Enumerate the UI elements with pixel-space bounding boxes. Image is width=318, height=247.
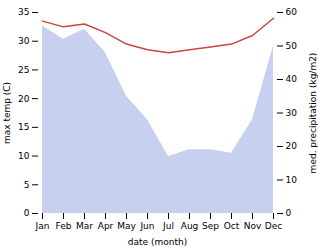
svg-text:Feb: Feb <box>56 221 72 231</box>
svg-text:Oct: Oct <box>224 221 240 231</box>
svg-text:25: 25 <box>18 65 29 75</box>
svg-text:5: 5 <box>24 180 30 190</box>
svg-text:Jun: Jun <box>139 221 154 231</box>
svg-text:30: 30 <box>286 108 298 118</box>
svg-text:10: 10 <box>18 151 30 161</box>
svg-text:Jul: Jul <box>162 221 174 231</box>
svg-text:Sep: Sep <box>202 221 219 231</box>
svg-text:10: 10 <box>286 175 298 185</box>
svg-text:35: 35 <box>18 7 29 17</box>
svg-text:Mar: Mar <box>76 221 93 231</box>
svg-text:date (month): date (month) <box>128 237 187 247</box>
svg-text:max temp (C): max temp (C) <box>2 82 12 144</box>
svg-text:20: 20 <box>18 94 30 104</box>
svg-text:40: 40 <box>286 74 298 84</box>
svg-text:50: 50 <box>286 41 298 51</box>
svg-text:May: May <box>117 221 136 231</box>
svg-text:med. precipitation (kg/m2): med. precipitation (kg/m2) <box>308 53 318 174</box>
svg-text:0: 0 <box>286 208 292 218</box>
svg-text:Jan: Jan <box>35 221 50 231</box>
svg-text:20: 20 <box>286 141 298 151</box>
svg-text:Aug: Aug <box>181 221 199 231</box>
svg-text:0: 0 <box>24 208 30 218</box>
svg-text:Dec: Dec <box>265 221 282 231</box>
svg-text:60: 60 <box>286 7 298 17</box>
svg-text:30: 30 <box>18 36 30 46</box>
svg-text:Apr: Apr <box>98 221 114 231</box>
svg-text:15: 15 <box>18 122 29 132</box>
svg-text:Nov: Nov <box>244 221 262 231</box>
